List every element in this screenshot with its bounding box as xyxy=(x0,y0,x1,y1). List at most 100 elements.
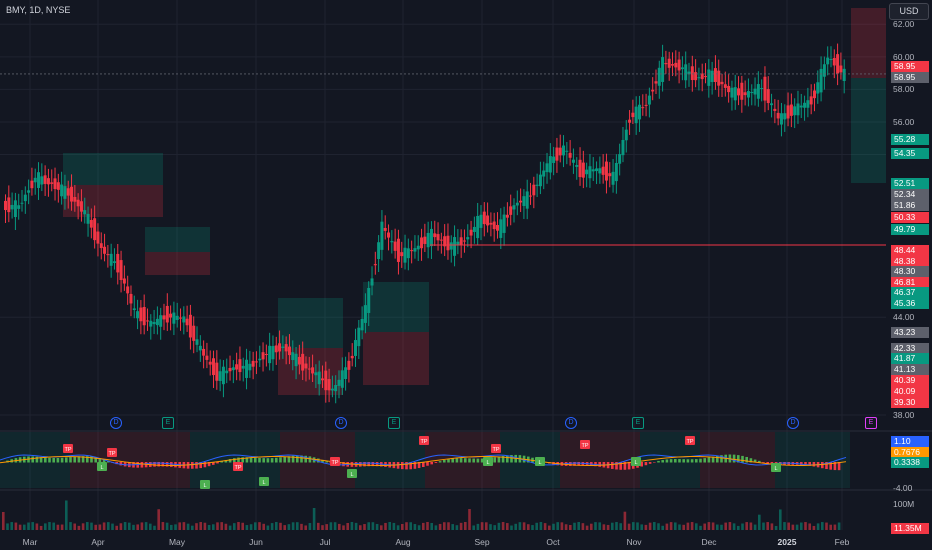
candle-body xyxy=(396,238,400,262)
event-marker[interactable]: D xyxy=(787,417,799,429)
volume-bar xyxy=(783,522,786,530)
price-tick-label: 60.00 xyxy=(893,51,915,62)
candle-body xyxy=(571,159,575,163)
oscillator-bar xyxy=(224,460,228,463)
candle-body xyxy=(479,214,483,228)
signal-marker-label: L xyxy=(350,472,353,478)
candle-body xyxy=(119,260,123,281)
volume-bar xyxy=(753,524,757,530)
signal-marker xyxy=(259,477,269,486)
price-tag: 54.35 xyxy=(891,148,929,159)
time-tick-label: Dec xyxy=(701,537,717,547)
oscillator-bar xyxy=(119,462,123,466)
volume-bar xyxy=(287,524,291,530)
oscillator-bar xyxy=(90,456,93,463)
candle-body xyxy=(420,237,424,249)
candle-body xyxy=(469,229,473,236)
volume-bar xyxy=(170,524,173,530)
candle-body xyxy=(535,184,539,186)
volume-tag: 11.35M xyxy=(891,523,929,534)
event-marker[interactable]: D xyxy=(335,417,347,429)
event-marker[interactable]: E xyxy=(388,417,400,429)
oscillator-bar xyxy=(300,455,303,463)
candle-body xyxy=(733,87,737,101)
volume-bar xyxy=(636,522,639,530)
signal-marker-label: TP xyxy=(492,447,499,453)
candle-body xyxy=(377,242,381,260)
oscillator-bar xyxy=(39,457,43,463)
volume-bar xyxy=(695,523,698,530)
volume-bar xyxy=(350,522,354,530)
event-marker[interactable]: D xyxy=(565,417,577,429)
event-marker[interactable]: D xyxy=(110,417,122,429)
candle-body xyxy=(324,370,328,391)
volume-bar xyxy=(186,523,190,530)
oscillator-bar xyxy=(44,457,47,463)
volume-bar xyxy=(779,509,782,530)
volume-bar xyxy=(56,524,60,530)
volume-bar xyxy=(640,524,643,530)
price-tag: 49.79 xyxy=(891,224,929,235)
volume-bar xyxy=(564,524,568,530)
candle-body xyxy=(320,378,324,381)
volume-bar xyxy=(380,525,383,530)
candle-body xyxy=(773,108,777,111)
time-tick-label: Mar xyxy=(22,537,38,547)
volume-bar xyxy=(312,508,316,530)
candle-body xyxy=(482,211,486,225)
candle-body xyxy=(330,388,334,391)
oscillator-bar xyxy=(426,462,429,466)
signal-marker xyxy=(97,462,107,471)
oscillator-bar xyxy=(627,462,631,470)
candle-body xyxy=(261,352,265,360)
trade-zone xyxy=(851,8,886,78)
signal-marker-label: TP xyxy=(420,439,427,445)
signal-marker-label: TP xyxy=(108,451,115,457)
candle-body xyxy=(50,182,54,184)
candle-body xyxy=(159,315,163,327)
volume-bar xyxy=(300,523,303,530)
candle-body xyxy=(245,359,249,378)
event-marker[interactable]: E xyxy=(162,417,174,429)
candle-body xyxy=(281,346,285,348)
volume-bar xyxy=(317,522,320,530)
volume-bar xyxy=(825,522,828,530)
candle-body xyxy=(763,76,767,101)
event-marker[interactable]: E xyxy=(865,417,877,429)
oscillator-bar xyxy=(573,462,576,466)
signal-marker xyxy=(233,462,243,471)
volume-bar xyxy=(648,522,652,530)
candle-body xyxy=(37,172,41,188)
candle-body xyxy=(96,231,100,244)
candle-body xyxy=(519,200,523,203)
oscillator-bar xyxy=(195,462,198,469)
candle-body xyxy=(783,113,787,120)
oscillator-bar xyxy=(216,462,219,464)
volume-bar xyxy=(447,522,450,530)
candle-body xyxy=(380,221,384,250)
price-tag: 45.36 xyxy=(891,298,929,309)
candle-body xyxy=(836,54,840,74)
candle-body xyxy=(228,367,232,372)
candle-body xyxy=(188,314,192,338)
volume-bar xyxy=(359,525,362,530)
oscillator-bar xyxy=(686,459,690,463)
volume-bar xyxy=(615,522,618,530)
signal-marker xyxy=(535,457,545,466)
oscillator-bar xyxy=(837,462,841,471)
candle-body xyxy=(776,112,780,119)
signal-marker xyxy=(419,436,429,445)
candle-body xyxy=(70,186,74,202)
signal-marker-label: L xyxy=(774,466,777,472)
signal-marker-label: TP xyxy=(64,447,71,453)
volume-bar xyxy=(426,522,429,530)
candle-body xyxy=(555,147,559,161)
candle-body xyxy=(383,227,387,231)
event-marker[interactable]: E xyxy=(632,417,644,429)
candle-body xyxy=(66,188,70,196)
volume-bar xyxy=(543,523,547,530)
currency-button[interactable]: USD xyxy=(889,3,929,20)
volume-bar xyxy=(69,522,72,530)
